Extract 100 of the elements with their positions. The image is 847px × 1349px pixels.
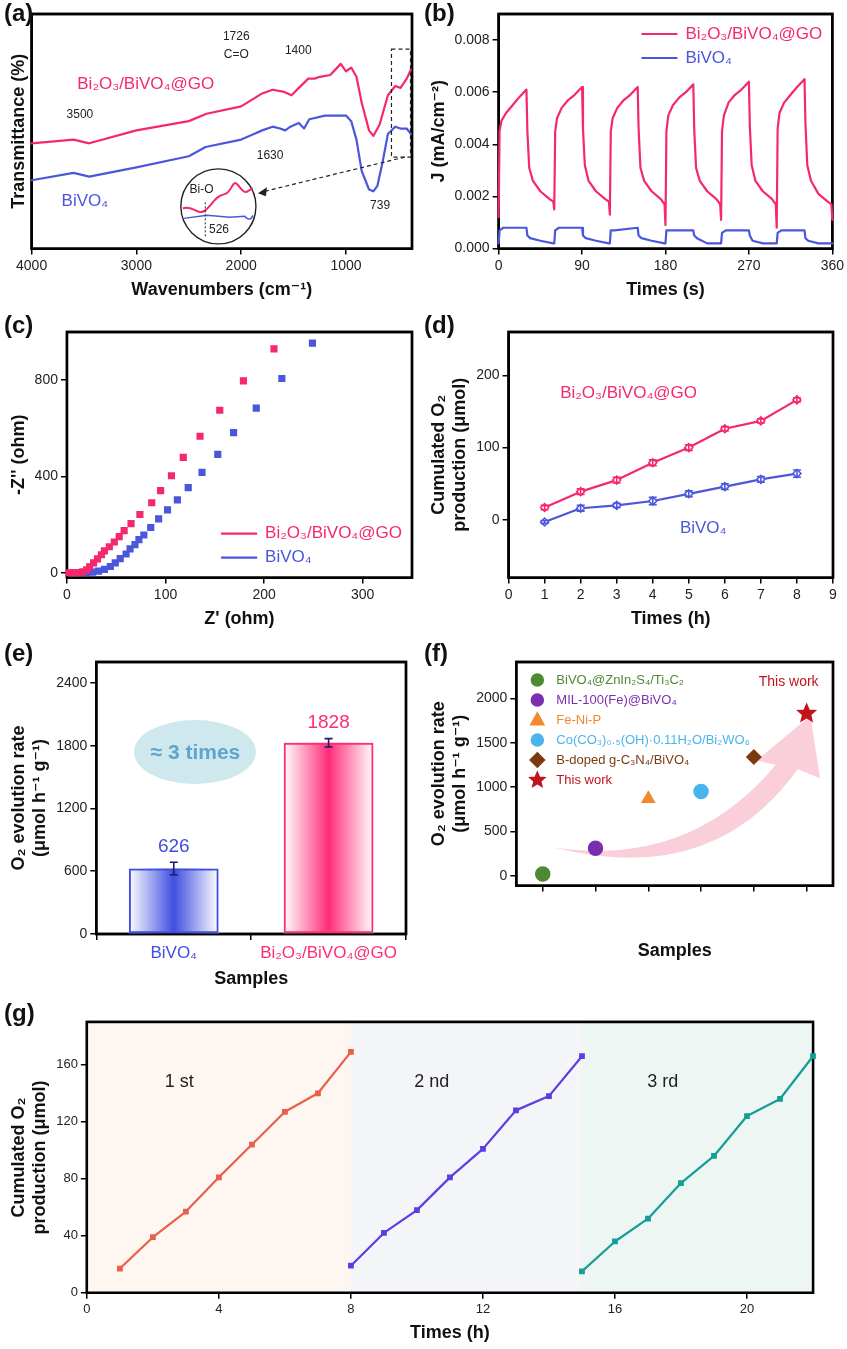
chart-title: (d) — [424, 310, 455, 338]
series-label: BiVO₄ — [679, 518, 727, 538]
annotation: 526 — [208, 221, 229, 236]
x-tick-label: 2000 — [225, 256, 257, 273]
series-label: Bi₂O₃/BiVO₄@GO — [77, 74, 215, 94]
y-tick-label: 1800 — [56, 736, 88, 753]
x-tick-label: 1000 — [330, 256, 362, 273]
data-label: 626 — [157, 834, 190, 856]
x-tick-label: 8 — [793, 585, 802, 602]
text: C=O — [223, 47, 249, 62]
y-tick-label: 80 — [63, 1170, 78, 1186]
y-tick-label: 1500 — [476, 733, 508, 750]
x-axis-title: Samples — [637, 940, 712, 961]
band-label: 3 rd — [647, 1070, 679, 1091]
x-tick-label: 5 — [684, 585, 693, 602]
x-tick-label: 300 — [351, 585, 375, 602]
x-tick-label: 4 — [215, 1301, 223, 1317]
x-tick-label: 8 — [347, 1301, 355, 1317]
annotation: Bi-O — [189, 181, 214, 196]
band-label: 2 nd — [414, 1070, 450, 1091]
text: Bi₂O₃/BiVO₄@GO — [560, 383, 698, 403]
annotation: 1630 — [256, 147, 284, 162]
y-tick-label: 0.002 — [454, 187, 490, 204]
y-axis-title: J (mA/cm⁻²) — [427, 80, 448, 183]
legend-label: MIL-100(Fe)@BiVO₄ — [556, 691, 677, 707]
series-label: BiVO₄ — [61, 191, 109, 211]
y-tick-label: 2400 — [56, 673, 88, 690]
annotation: ≈ 3 times — [149, 739, 242, 764]
text: 1400 — [284, 42, 312, 57]
y-axis-title: O₂ evolution rate (μmol h⁻¹ g⁻¹) — [427, 701, 470, 847]
y-axis-title: Transmittance (%) — [7, 53, 28, 209]
chart-title: (c) — [4, 310, 34, 338]
y-axis-title: Cumulated O₂ production (μmol) — [7, 1080, 50, 1235]
y-tick-label: 0.008 — [454, 30, 490, 47]
text: 1726 — [222, 28, 250, 43]
y-tick-label: 0 — [70, 1284, 78, 1300]
x-tick-label: 4 — [648, 585, 657, 602]
x-tick-label: 90 — [574, 256, 591, 273]
y-tick-label: 1000 — [476, 777, 508, 794]
x-tick-label: 7 — [757, 585, 765, 602]
x-axis-title: Times (h) — [630, 608, 711, 629]
x-tick-label: 360 — [820, 256, 845, 273]
chart-title: (e) — [4, 638, 34, 666]
chart-title: (a) — [4, 0, 34, 26]
legend-label: BiVO₄ — [685, 47, 733, 67]
y-axis-title: Cumulated O₂ production (μmol) — [427, 377, 470, 532]
x-axis-title: Times (h) — [410, 1322, 490, 1343]
y-tick-label: 0.004 — [454, 135, 490, 152]
x-axis-title: Times (s) — [626, 279, 705, 300]
legend-label: BiVO₄ — [265, 547, 312, 567]
legend-label: Bi₂O₃/BiVO₄@GO — [265, 523, 402, 543]
legend-label: B-doped g-C₃N₄/BiVO₄ — [556, 751, 690, 767]
y-tick-label: 400 — [34, 467, 59, 484]
y-tick-label: 0.000 — [454, 239, 490, 256]
legend-label: This work — [556, 771, 613, 787]
x-tick-label: 2 — [576, 585, 585, 602]
y-tick-label: 120 — [56, 1113, 78, 1129]
x-tick-label: 3 — [612, 585, 621, 602]
y-tick-label: 800 — [34, 371, 59, 388]
x-tick-label: 270 — [737, 256, 761, 273]
y-axis-title: O₂ evolution rate (μmol h⁻¹ g⁻¹) — [7, 725, 50, 871]
y-tick-label: 600 — [63, 862, 88, 879]
legend-label: Co(CO₃)₀.₅(OH)·0.11H₂O/Bi₂WO₆ — [556, 731, 750, 747]
x-tick-label: 100 — [153, 585, 178, 602]
x-axis-title: Z' (ohm) — [204, 608, 275, 629]
y-tick-label: 2000 — [476, 689, 508, 706]
y-axis-title: -Z'' (ohm) — [7, 414, 28, 496]
y-tick-label: 160 — [56, 1056, 78, 1072]
y-tick-label: 40 — [63, 1227, 78, 1243]
chart-title: (b) — [424, 0, 455, 26]
legend-label: Fe-Ni-P — [556, 711, 602, 727]
y-tick-label: 100 — [476, 438, 500, 455]
y-tick-label: 0.006 — [454, 83, 490, 100]
chart-title: (g) — [4, 998, 35, 1026]
x-axis-title: Samples — [214, 968, 289, 989]
y-tick-label: 0 — [79, 924, 88, 941]
legend-label: Bi₂O₃/BiVO₄@GO — [685, 23, 823, 43]
y-tick-label: 500 — [483, 822, 508, 839]
x-tick-label: 12 — [475, 1301, 491, 1317]
band-label: 1 st — [164, 1070, 194, 1091]
annotation: This work — [758, 673, 819, 690]
x-tick-label: 4000 — [16, 256, 48, 273]
chart-title: (f) — [424, 638, 448, 666]
y-tick-label: 0 — [491, 510, 500, 527]
y-tick-label: 1200 — [56, 799, 88, 816]
y-tick-label: 0 — [50, 563, 59, 580]
legend-label: BiVO₄@ZnIn₂S₄/Ti₃C₂ — [556, 671, 684, 687]
y-tick-label: 200 — [476, 366, 500, 383]
x-tick-label: 20 — [739, 1301, 755, 1317]
x-tick-label: 9 — [829, 585, 838, 602]
x-tick-label: 16 — [607, 1301, 623, 1317]
x-tick-label: 200 — [252, 585, 277, 602]
x-tick-label: 3000 — [120, 256, 153, 273]
x-axis-title: Wavenumbers (cm⁻¹) — [131, 279, 313, 300]
x-tick-label: 6 — [720, 585, 729, 602]
annotation: 739 — [369, 198, 390, 213]
annotation: 3500 — [66, 107, 94, 122]
x-tick-label: 1 — [540, 585, 549, 602]
x-tick-label: 180 — [653, 256, 678, 273]
y-tick-label: 0 — [499, 866, 508, 883]
